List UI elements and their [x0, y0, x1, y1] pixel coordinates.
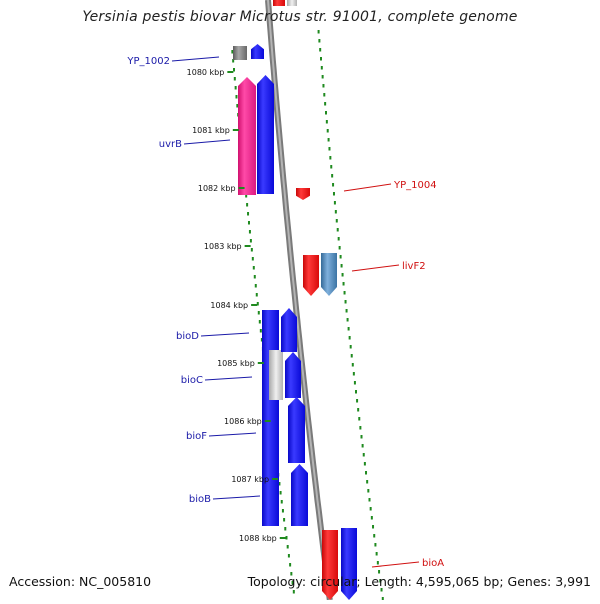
gene-feature[interactable]	[321, 253, 337, 296]
accession-text: Accession: NC_005810	[9, 574, 152, 589]
feature-leader-line	[204, 376, 253, 381]
tick-label: 1080 kbp	[187, 68, 225, 77]
genome-title: Yersinia pestis biovar Microtus str. 910…	[82, 9, 518, 25]
gene-feature[interactable]	[281, 308, 297, 352]
sequence-backbone-highlight	[267, 0, 331, 601]
feature-label-yp_1002[interactable]: YP_1002	[126, 56, 170, 67]
gene-feature[interactable]	[285, 352, 301, 398]
feature-label-uvrb[interactable]: uvrB	[159, 139, 182, 150]
gene-feature[interactable]	[296, 188, 310, 200]
feature-label-biod[interactable]: bioD	[176, 331, 199, 342]
tick-label: 1082 kbp	[198, 184, 236, 193]
feature-label-bioa[interactable]: bioA	[422, 558, 444, 569]
gene-feature[interactable]	[251, 44, 264, 59]
feature-label-biof[interactable]: bioF	[186, 431, 207, 442]
tick-label: 1088 kbp	[239, 534, 277, 543]
feature-label-livf2[interactable]: livF2	[402, 261, 426, 272]
tick-label: 1085 kbp	[217, 359, 255, 368]
gene-feature[interactable]	[303, 255, 319, 296]
tick-label: 1086 kbp	[224, 417, 262, 426]
feature-leader-line	[212, 495, 261, 500]
gene-feature[interactable]	[288, 397, 305, 463]
tick-label: 1084 kbp	[210, 301, 248, 310]
feature-leader-line	[371, 561, 420, 568]
feature-label-bioc[interactable]: bioC	[181, 375, 203, 386]
feature-leader-line	[351, 264, 400, 272]
gene-feature[interactable]	[287, 0, 297, 6]
gene-feature[interactable]	[291, 464, 308, 526]
gene-feature[interactable]	[257, 75, 274, 194]
gene-feature[interactable]	[273, 0, 285, 6]
feature-label-biob[interactable]: bioB	[189, 494, 211, 505]
topology-text: Topology: circular; Length: 4,595,065 bp…	[247, 574, 591, 589]
gene-feature[interactable]	[238, 77, 256, 195]
feature-leader-line	[343, 183, 392, 192]
feature-leader-line	[171, 56, 220, 62]
gene-feature[interactable]	[262, 310, 279, 526]
feature-leader-line	[183, 139, 231, 145]
feature-leader-line	[208, 432, 257, 437]
gene-feature[interactable]	[233, 46, 247, 60]
gene-feature[interactable]	[269, 350, 283, 400]
tick-label: 1087 kbp	[231, 475, 269, 484]
gene-feature[interactable]	[322, 530, 338, 600]
gene-feature[interactable]	[341, 528, 357, 600]
tick-label: 1081 kbp	[192, 126, 230, 135]
feature-label-yp_1004[interactable]: YP_1004	[393, 180, 437, 191]
tick-label: 1083 kbp	[204, 242, 242, 251]
feature-leader-line	[200, 332, 250, 337]
